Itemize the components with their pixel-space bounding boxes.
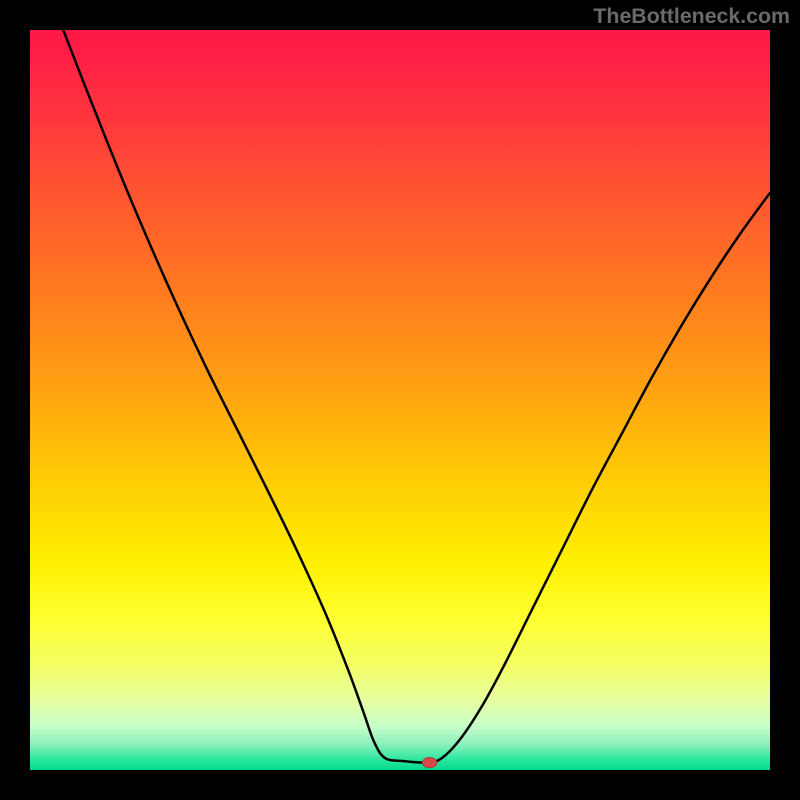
- plot-background: [30, 30, 770, 770]
- bottleneck-chart: [0, 0, 800, 800]
- optimal-point-marker: [423, 758, 437, 768]
- figure-container: TheBottleneck.com: [0, 0, 800, 800]
